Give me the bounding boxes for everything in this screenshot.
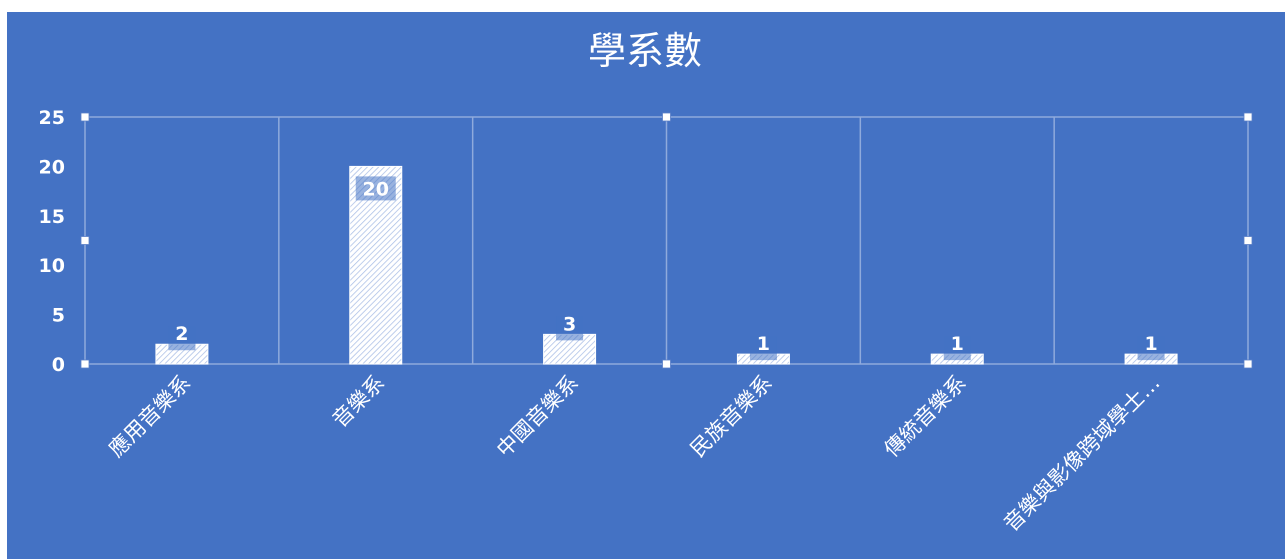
data-label-box	[943, 336, 971, 361]
category-label: 傳統音樂系	[880, 371, 971, 462]
category-label: 音樂與影像跨域學士…	[999, 371, 1164, 536]
label-layer: 0 5 10 15 20 25 2 應用音樂系 20 音樂系 3 中國音樂系 1 民族音樂系 1 傳統音樂系 1…	[39, 107, 1165, 536]
grid-layer	[84, 116, 1249, 365]
selection-handle	[80, 112, 90, 122]
category-label: 應用音樂系	[104, 371, 195, 462]
y-tick-label: 25	[39, 107, 65, 129]
category-label: 音樂系	[328, 371, 390, 433]
category-label: 民族音樂系	[686, 371, 777, 462]
data-label-box	[556, 316, 584, 341]
data-label: 1	[1144, 333, 1157, 355]
y-tick-label: 20	[39, 156, 65, 178]
selection-handle	[662, 112, 671, 122]
selection-handle	[80, 236, 90, 245]
chart-frame: 學系數 0 5 10 15 20 25 2 應用音樂系 20 音樂系 3 中國音樂系 1 民族音樂系 1 傳統…	[7, 12, 1285, 559]
data-label-box	[749, 336, 777, 361]
selection-handles	[80, 112, 1253, 369]
category-label: 中國音樂系	[492, 371, 583, 462]
selection-handle	[1243, 236, 1253, 245]
data-label: 3	[563, 313, 576, 335]
y-tick-label: 0	[52, 354, 65, 376]
data-label: 20	[363, 178, 389, 200]
data-label-box	[1137, 336, 1165, 361]
y-tick-label: 15	[39, 206, 65, 228]
y-tick-label: 5	[52, 305, 65, 327]
data-label: 2	[175, 323, 188, 345]
data-label: 1	[757, 333, 770, 355]
y-tick-label: 10	[39, 255, 65, 277]
selection-handle	[662, 359, 671, 369]
selection-handle	[1243, 112, 1253, 122]
selection-handle	[1243, 359, 1253, 369]
data-label: 1	[951, 333, 964, 355]
bar-chart: 學系數 0 5 10 15 20 25 2 應用音樂系 20 音樂系 3 中國音樂系 1 民族音樂系 1 傳統…	[39, 29, 1253, 536]
data-label-box	[168, 326, 196, 351]
data-label-box	[355, 176, 396, 201]
chart-title: 學系數	[588, 29, 702, 73]
selection-handle	[80, 359, 90, 369]
